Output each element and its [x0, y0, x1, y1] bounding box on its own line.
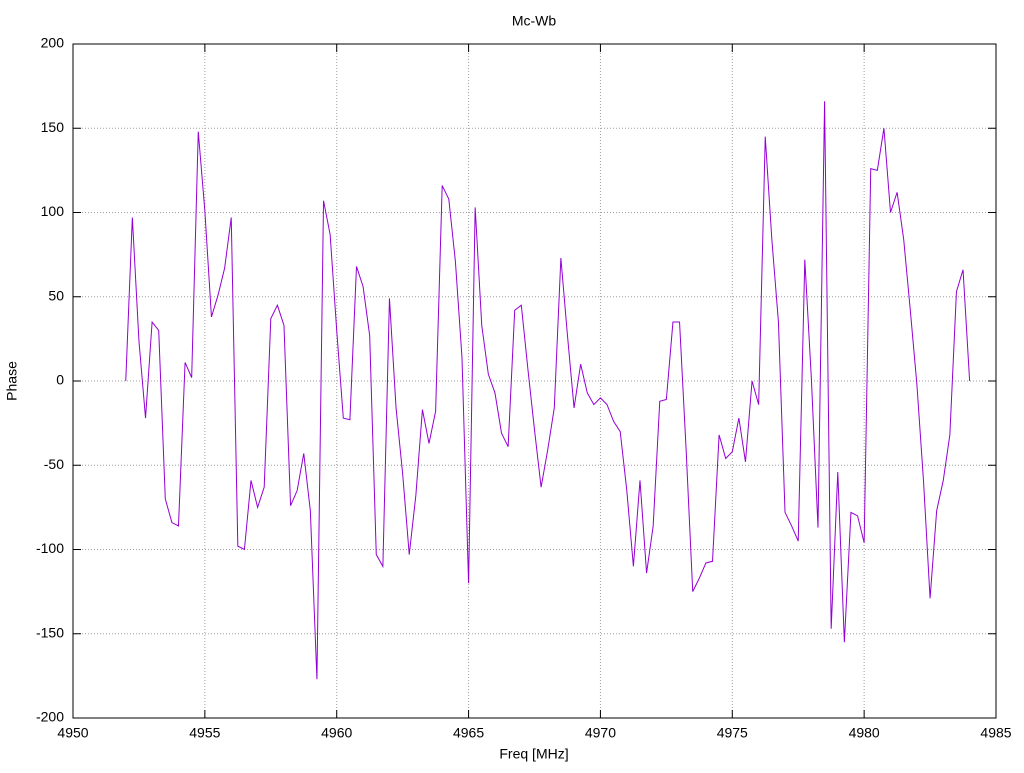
y-tick-label: 50 [48, 287, 64, 303]
x-tick-label: 4965 [453, 725, 484, 741]
x-tick-label: 4980 [849, 725, 880, 741]
y-tick-label: -150 [36, 624, 64, 640]
y-tick-label: -200 [36, 709, 64, 725]
data-line [125, 101, 971, 680]
x-tick-label: 4950 [57, 725, 88, 741]
y-axis-label: Phase [4, 361, 20, 401]
x-tick-label: 4955 [189, 725, 220, 741]
y-tick-label: 0 [56, 372, 64, 388]
y-tick-label: 100 [41, 203, 65, 219]
chart-title: Mc-Wb [512, 13, 557, 29]
y-tick-label: -50 [44, 456, 64, 472]
y-tick-label: -100 [36, 540, 64, 556]
x-tick-label: 4960 [321, 725, 352, 741]
y-tick-label: 200 [41, 35, 65, 51]
x-axis-label: Freq [MHz] [499, 746, 568, 762]
x-tick-label: 4985 [980, 725, 1011, 741]
x-tick-label: 4975 [717, 725, 748, 741]
y-tick-label: 150 [41, 119, 65, 135]
plot-frame [72, 43, 997, 719]
x-tick-label: 4970 [585, 725, 616, 741]
